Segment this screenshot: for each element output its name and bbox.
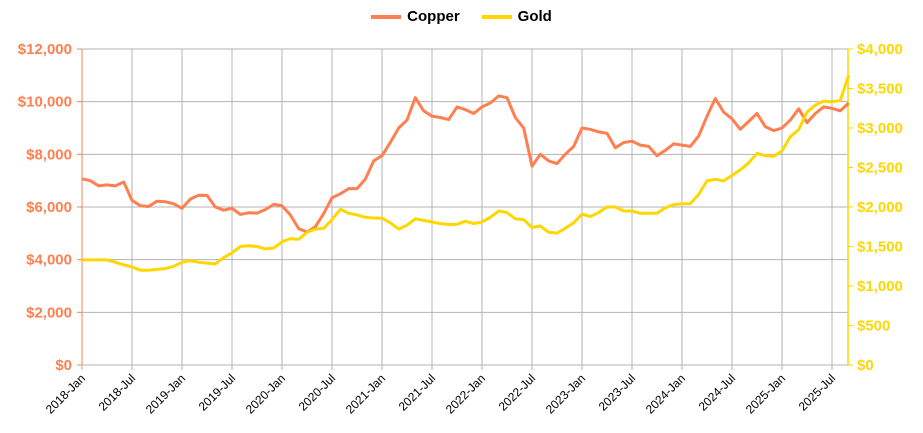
legend-label-copper: Copper	[407, 8, 460, 25]
series-line-gold	[82, 74, 851, 272]
y-right-tick-label: $2,500	[857, 160, 903, 177]
y-right-tick-label: $3,500	[857, 81, 903, 98]
x-tick-label: 2024-Jan	[643, 371, 688, 416]
axes	[77, 48, 853, 370]
series-line-copper	[81, 94, 850, 234]
y-left-tick-label: $4,000	[26, 252, 72, 269]
x-tick-label: 2019-Jul	[196, 371, 238, 413]
x-tick-label: 2023-Jan	[543, 371, 588, 416]
y-left-tick-label: $8,000	[26, 146, 72, 163]
x-tick-label: 2024-Jul	[696, 371, 738, 413]
x-tick-label: 2021-Jan	[343, 371, 388, 416]
y-left-tick-label: $2,000	[26, 304, 72, 321]
axis-labels: $0 $2,000 $4,000 $6,000 $8,000 $10,000 $12,000…	[18, 41, 903, 417]
x-tick-label: 2018-Jan	[43, 371, 88, 416]
copper-swatch-icon	[371, 14, 402, 19]
x-tick-label: 2018-Jul	[96, 371, 138, 413]
x-tick-label: 2020-Jan	[243, 371, 288, 416]
x-tick-label: 2020-Jul	[296, 371, 338, 413]
y-right-tick-label: $1,000	[857, 278, 903, 295]
y-left-tick-label: $10,000	[18, 94, 72, 111]
legend-label-gold: Gold	[517, 8, 552, 25]
y-right-tick-label: $500	[857, 318, 890, 335]
y-right-tick-label: $3,000	[857, 120, 903, 137]
y-left-tick-label: $12,000	[18, 41, 72, 58]
x-tick-label: 2021-Jul	[396, 371, 438, 413]
legend-item-gold[interactable]: Gold	[481, 8, 552, 25]
y-right-tick-label: $0	[857, 357, 874, 374]
x-tick-label: 2022-Jan	[443, 371, 488, 416]
y-right-tick-label: $2,000	[857, 199, 903, 216]
legend-item-copper[interactable]: Copper	[371, 8, 460, 25]
series-lines	[81, 74, 851, 272]
y-left-tick-label: $0	[55, 357, 72, 374]
x-tick-label: 2019-Jan	[143, 371, 188, 416]
y-right-tick-label: $4,000	[857, 41, 903, 58]
y-right-tick-label: $1,500	[857, 239, 903, 256]
x-tick-label: 2022-Jul	[496, 371, 538, 413]
gridlines	[82, 48, 848, 366]
x-tick-label: 2025-Jul	[796, 371, 838, 413]
x-tick-label: 2023-Jul	[596, 371, 638, 413]
y-left-tick-label: $6,000	[26, 199, 72, 216]
chart-legend: Copper Gold	[0, 8, 923, 25]
x-tick-label: 2025-Jan	[743, 371, 788, 416]
gold-swatch-icon	[481, 14, 512, 19]
